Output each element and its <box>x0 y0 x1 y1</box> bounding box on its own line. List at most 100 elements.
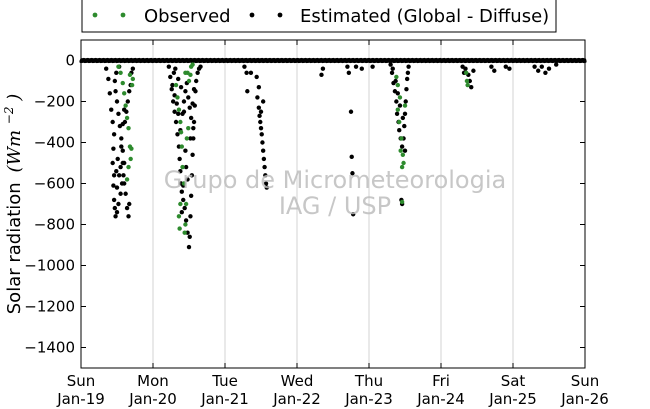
estimated-point <box>130 66 136 71</box>
estimated-point <box>183 164 189 170</box>
gridlines <box>152 40 514 368</box>
estimated-point <box>258 119 263 125</box>
estimated-point <box>492 68 497 73</box>
observed-point <box>126 125 131 131</box>
estimated-point <box>402 148 408 153</box>
estimated-point <box>119 144 124 149</box>
x-tick-label-day: Sun <box>571 372 600 390</box>
estimated-point <box>127 201 132 207</box>
estimated-point <box>111 183 116 188</box>
estimated-point <box>320 66 326 71</box>
estimated-point <box>186 244 192 250</box>
estimated-point <box>181 109 187 114</box>
observed-point <box>124 177 130 182</box>
estimated-point <box>400 115 406 121</box>
observed-point <box>395 107 400 112</box>
y-tick-label: −400 <box>34 134 75 152</box>
estimated-point <box>503 64 508 69</box>
observed-point <box>401 160 406 166</box>
observed-point <box>178 130 184 135</box>
estimated-point <box>112 205 118 211</box>
estimated-point <box>173 119 179 125</box>
x-tick-label-date: Jan-22 <box>272 390 321 408</box>
estimated-point <box>188 214 193 219</box>
estimated-point <box>261 156 267 162</box>
series-observed <box>116 62 470 235</box>
estimated-point <box>183 218 189 223</box>
estimated-point <box>118 164 123 170</box>
observed-point <box>130 76 136 82</box>
estimated-point <box>397 128 402 133</box>
estimated-point <box>168 74 173 80</box>
observed-point <box>399 199 405 205</box>
watermark-line-2: IAG / USP <box>279 192 391 220</box>
estimated-point <box>507 66 512 71</box>
y-axis-unit: (Wm <box>4 130 25 173</box>
estimated-point <box>189 173 195 178</box>
x-tick-label-date: Jan-23 <box>344 390 393 408</box>
axis-ticks: SunJan-19MonJan-20TueJan-21WedJan-22ThuJ… <box>24 40 609 408</box>
y-tick-label: −600 <box>34 175 75 193</box>
estimated-point <box>260 99 266 104</box>
estimated-point <box>123 191 128 196</box>
legend: Observed Estimated (Global - Diffuse) <box>81 0 557 33</box>
estimated-point <box>170 82 175 88</box>
estimated-point <box>348 109 354 114</box>
y-tick-label: −1200 <box>24 298 75 316</box>
estimated-point <box>539 64 544 69</box>
estimated-point <box>104 66 109 71</box>
estimated-point <box>404 87 409 92</box>
observed-point <box>183 70 188 76</box>
estimated-point <box>120 160 125 166</box>
y-tick-label: −200 <box>34 93 75 111</box>
estimated-point <box>350 171 355 176</box>
observed-point <box>402 103 408 108</box>
estimated-point <box>256 84 262 90</box>
estimated-point <box>116 111 121 117</box>
observed-point <box>129 82 135 88</box>
estimated-point <box>188 115 194 121</box>
estimated-point <box>106 76 111 82</box>
estimated-point <box>258 125 264 131</box>
estimated-point <box>183 89 188 94</box>
observed-point <box>128 156 133 162</box>
y-axis-unit-close: ) <box>4 94 25 102</box>
estimated-point <box>114 210 120 215</box>
estimated-point <box>114 169 119 174</box>
observed-point <box>465 82 470 88</box>
estimated-point <box>120 121 125 127</box>
estimated-point <box>116 173 122 178</box>
estimated-point <box>393 78 398 84</box>
observed-point <box>397 95 403 100</box>
estimated-point <box>166 64 172 69</box>
estimated-point <box>113 214 118 219</box>
estimated-point <box>178 84 184 90</box>
estimated-point <box>111 197 117 203</box>
estimated-point <box>191 119 197 125</box>
y-axis-label: Solar radiation (Wm −2 ) <box>0 94 25 315</box>
estimated-point <box>244 70 249 76</box>
observed-point <box>180 164 185 170</box>
estimated-point <box>390 66 395 71</box>
observed-point <box>395 82 400 88</box>
estimated-point <box>172 109 177 114</box>
estimated-point <box>186 95 191 100</box>
estimated-point <box>345 64 350 69</box>
y-tick-label: −800 <box>34 216 75 234</box>
estimated-point <box>389 70 395 76</box>
estimated-point <box>107 91 113 96</box>
observed-point <box>400 152 406 157</box>
estimated-point <box>536 68 541 73</box>
estimated-point <box>397 103 403 108</box>
estimated-point <box>191 125 196 131</box>
estimated-point <box>255 95 260 100</box>
estimated-point <box>116 201 121 207</box>
estimated-point <box>370 64 375 69</box>
estimated-point <box>112 78 118 84</box>
estimated-point <box>353 64 359 69</box>
y-axis-label-text: Solar radiation <box>4 182 25 314</box>
estimated-point <box>114 99 120 104</box>
x-tick-label-day: Mon <box>137 372 169 390</box>
estimated-point <box>126 214 131 219</box>
